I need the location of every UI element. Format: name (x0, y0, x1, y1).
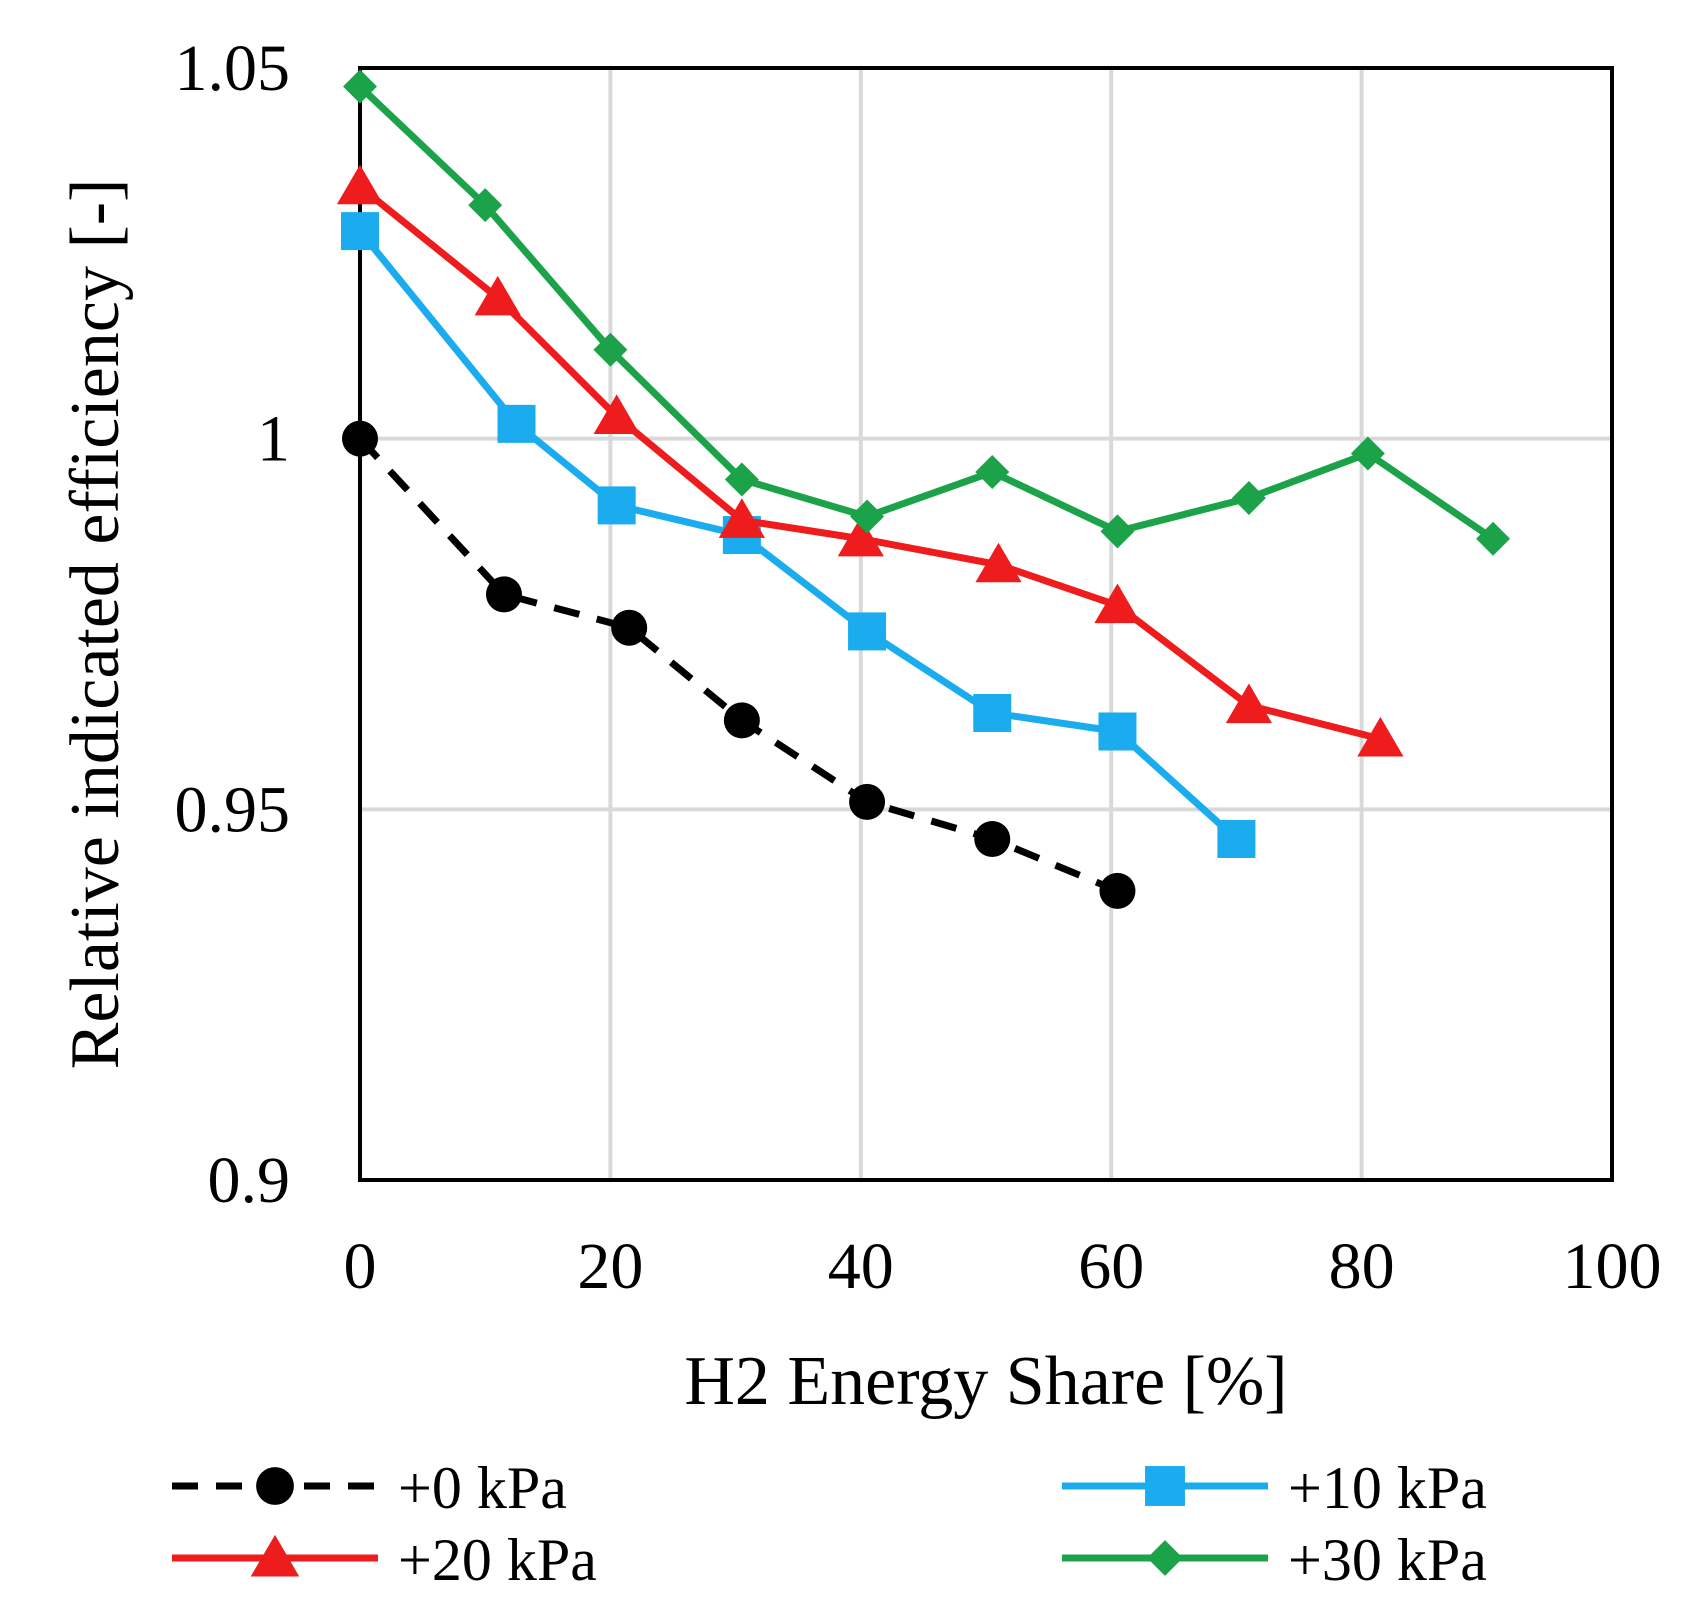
data-point-0kpa (611, 609, 648, 646)
legend-label-0kpa: +0 kPa (398, 1455, 567, 1521)
data-point-20kpa (474, 275, 521, 316)
y-tick-label: 1.05 (175, 32, 291, 105)
legend-label-10kpa: +10 kPa (1288, 1455, 1487, 1521)
data-point-20kpa (837, 516, 884, 557)
data-point-10kpa (973, 693, 1012, 732)
data-point-20kpa (1225, 683, 1273, 724)
data-point-0kpa (1099, 872, 1136, 909)
legend-entry-0kpa: +0 kPa (172, 1455, 567, 1521)
legend-marker-0 (256, 1467, 294, 1505)
legend-entry-30kpa: +30 kPa (1062, 1527, 1487, 1593)
series-10kpa (341, 212, 1256, 858)
legend-entry-10kpa: +10 kPa (1062, 1455, 1487, 1521)
legend-marker-group-2 (250, 1534, 300, 1577)
data-point-0kpa (485, 576, 522, 613)
legend-entry-20kpa: +20 kPa (172, 1527, 597, 1593)
series-line-20kpa (357, 183, 1382, 743)
data-point-0kpa (849, 783, 886, 820)
legend-label-20kpa: +20 kPa (398, 1527, 597, 1593)
y-axis-label: Relative indicated efficiency [-] (57, 179, 134, 1070)
data-point-10kpa (848, 612, 887, 651)
data-point-30kpa (724, 462, 759, 497)
series-0kpa (342, 420, 1136, 909)
data-point-30kpa (850, 499, 885, 534)
data-point-30kpa (1100, 514, 1135, 549)
legend-marker-group-0 (256, 1467, 294, 1505)
data-point-30kpa (1350, 436, 1385, 471)
x-axis-label: H2 Energy Share [%] (684, 1343, 1287, 1420)
y-tick-label: 0.9 (208, 1144, 291, 1217)
legend-marker-2 (250, 1534, 300, 1577)
data-point-10kpa (497, 404, 536, 443)
legend-marker-group-3 (1147, 1540, 1183, 1576)
data-point-10kpa (1098, 712, 1137, 751)
tick-labels: 0 20 40 60 80 100 0.9 0.95 1 1.05 (175, 32, 1662, 1303)
legend-marker-group-1 (1145, 1466, 1185, 1506)
legend-label-30kpa: +30 kPa (1288, 1527, 1487, 1593)
data-point-10kpa (1217, 819, 1256, 858)
gridlines (360, 66, 1614, 1180)
data-point-20kpa (1094, 583, 1141, 624)
series-30kpa (343, 69, 1511, 556)
data-point-10kpa (597, 486, 636, 525)
x-tick-label: 100 (1563, 1230, 1662, 1303)
y-tick-label: 0.95 (175, 773, 291, 846)
data-point-20kpa (975, 542, 1022, 583)
data-point-0kpa (974, 820, 1011, 857)
series-layer (336, 69, 1511, 909)
legend-marker-3 (1147, 1540, 1183, 1576)
data-point-20kpa (718, 498, 765, 538)
data-point-0kpa (342, 420, 378, 457)
legend-marker-1 (1145, 1466, 1185, 1506)
data-point-30kpa (593, 332, 628, 367)
y-tick-label: 1 (257, 403, 290, 476)
x-tick-label: 0 (344, 1230, 377, 1303)
data-point-10kpa (341, 212, 379, 251)
x-tick-label: 20 (577, 1230, 643, 1303)
legend: +0 kPa +10 kPa +20 kPa +30 kPa (172, 1455, 1487, 1593)
data-point-30kpa (468, 188, 503, 223)
x-tick-label: 80 (1329, 1230, 1395, 1303)
data-point-20kpa (593, 394, 640, 435)
plot-area-frame (358, 66, 1614, 1182)
data-point-20kpa (1357, 716, 1404, 757)
x-tick-label: 60 (1078, 1230, 1144, 1303)
data-point-30kpa (343, 69, 377, 104)
data-point-30kpa (1476, 521, 1511, 556)
data-point-0kpa (723, 702, 760, 739)
data-point-30kpa (1231, 480, 1266, 515)
data-point-30kpa (975, 455, 1010, 490)
series-20kpa (336, 164, 1404, 757)
series-line-30kpa (357, 83, 1496, 542)
x-tick-label: 40 (828, 1230, 894, 1303)
data-point-20kpa (336, 164, 384, 205)
